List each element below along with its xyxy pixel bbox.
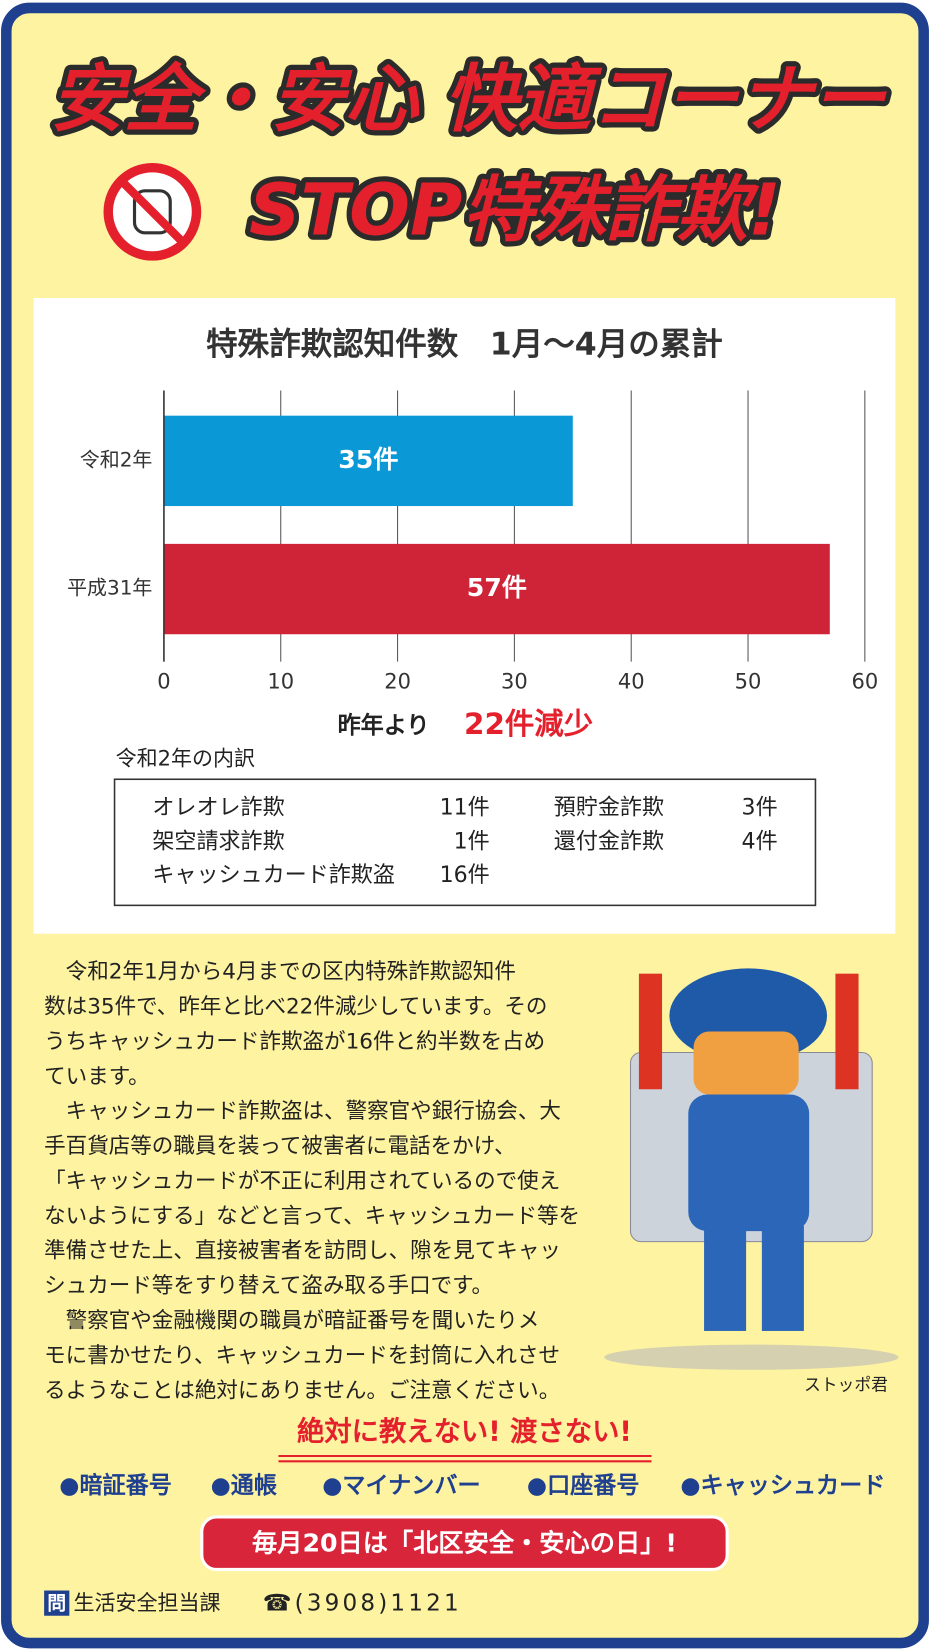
x-tick-label: 20 <box>384 669 411 694</box>
x-tick-label: 0 <box>157 669 170 694</box>
contact-icon: 問 <box>47 1593 66 1615</box>
breakdown-count: 1件 <box>454 829 490 854</box>
body-line: ています。 <box>44 1064 150 1089</box>
item: ●暗証番号 <box>59 1472 172 1499</box>
x-tick-label: 60 <box>851 669 878 694</box>
body-line: 「キャッシュカードが不正に利用されているので使え <box>44 1169 560 1194</box>
body-line: ないようにする」などと言って、キャッシュカード等を <box>44 1204 580 1229</box>
x-tick-label: 50 <box>735 669 762 694</box>
body-line: 手百貨店等の職員を装って被害者に電話をかけ、 <box>44 1134 516 1159</box>
body-line: モに書かせたり、キャッシュカードを封筒に入れさせ <box>44 1343 560 1368</box>
breakdown-count: 4件 <box>742 829 778 854</box>
body-line: うちキャッシュカード詐欺盗が16件と約半数を占め <box>44 1029 545 1054</box>
chart-title: 特殊詐欺認知件数 1月～4月の累計 <box>206 325 723 362</box>
item: ●キャッシュカード <box>680 1473 885 1499</box>
x-tick-label: 30 <box>501 669 528 694</box>
breakdown-count: 3件 <box>742 796 778 821</box>
breakdown-count: 11件 <box>440 796 490 821</box>
item: ●通帳 <box>211 1473 277 1499</box>
item: ●マイナンバー <box>322 1473 480 1499</box>
flyer: 安全・安心 快適コーナー STOP特殊詐欺! 特殊詐欺認知件数 1月～4月の累計… <box>0 0 930 1651</box>
breakdown-name: キャッシュカード詐欺盗 <box>152 863 395 888</box>
contact-phone: ☎(3908)1121 <box>263 1591 462 1617</box>
body-line: るようなことは絶対にありません。ご注意ください。 <box>44 1378 560 1403</box>
breakdown-count: 16件 <box>440 863 490 888</box>
body-line: キャッシュカード詐欺盗は、警察官や銀行協会、大 <box>44 1099 561 1124</box>
body-line: 警察官や金融機関の職員が暗証番号を聞いたりメ <box>44 1309 539 1334</box>
page: 安全・安心 快適コーナー STOP特殊詐欺! 特殊詐欺認知件数 1月～4月の累計… <box>0 0 930 1651</box>
title: 安全・安心 快適コーナー <box>50 58 887 143</box>
breakdown-name: 架空請求詐欺 <box>152 829 284 854</box>
y-tick-label: 令和2年 <box>80 447 153 471</box>
banner: 毎月20日は「北区安全・安心の日」! <box>252 1528 677 1557</box>
contact-department: 生活安全担当課 <box>74 1590 221 1615</box>
body-line: 数は35件で、昨年と比べ22件減少しています。その <box>44 995 547 1020</box>
breakdown-name: 預貯金詐欺 <box>554 796 664 821</box>
warning: 絶対に教えない! 渡さない! <box>297 1415 632 1447</box>
data-label: 57件 <box>467 573 527 602</box>
stop-icon <box>108 168 196 256</box>
subtitle: STOP特殊詐欺! <box>249 168 781 251</box>
comparison-label: 昨年より <box>338 712 430 739</box>
breakdown-name: オレオレ詐欺 <box>152 796 284 821</box>
x-tick-label: 10 <box>267 669 294 694</box>
character-caption: ストッポ君 <box>804 1375 888 1395</box>
body-line: シュカード等をすり替えて盗み取る手口です。 <box>44 1274 493 1299</box>
breakdown-title: 令和2年の内訳 <box>116 745 255 770</box>
comparison-value: 22件減少 <box>464 707 593 741</box>
y-tick-label: 平成31年 <box>67 576 152 600</box>
item: ●口座番号 <box>527 1472 640 1499</box>
x-tick-label: 40 <box>618 669 645 694</box>
data-label: 35件 <box>338 445 398 474</box>
body-line: 準備させた上、直接被害者を訪問し、隙を見てキャッ <box>44 1239 561 1264</box>
body-line: 令和2年1月から4月までの区内特殊詐欺認知件 <box>44 960 516 985</box>
breakdown-name: 還付金詐欺 <box>554 829 664 854</box>
